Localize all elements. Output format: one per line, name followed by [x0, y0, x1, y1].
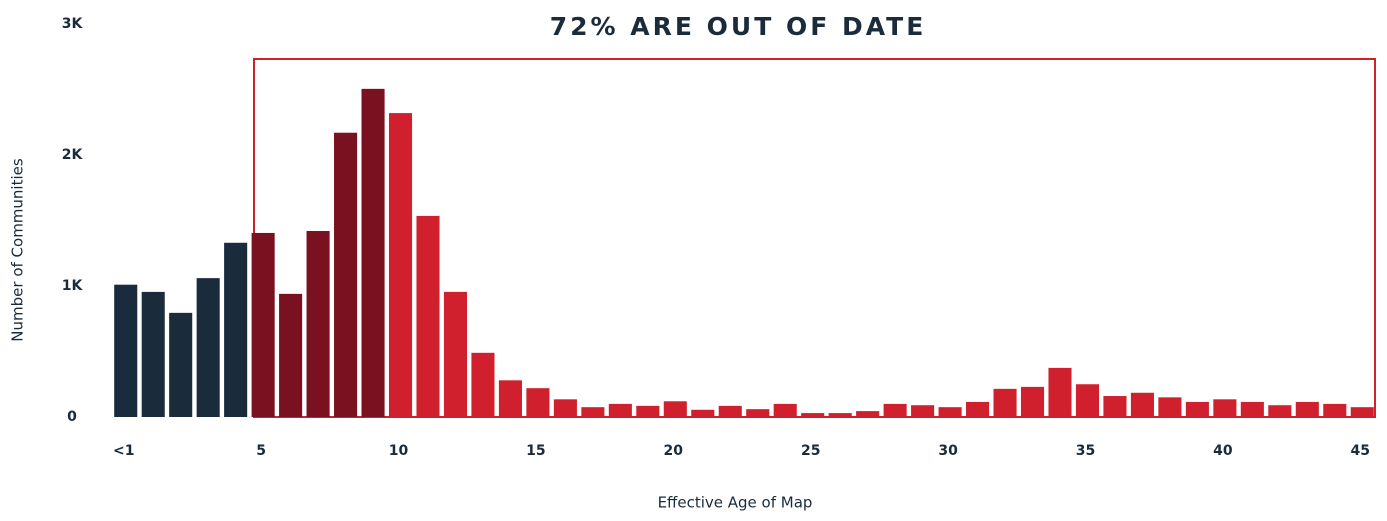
y-tick-label: 2K — [62, 147, 84, 163]
bar — [773, 403, 797, 417]
bar — [691, 409, 715, 417]
bar — [911, 405, 935, 417]
bar — [526, 388, 550, 417]
bar — [581, 407, 605, 417]
y-tick-label: 1K — [62, 278, 84, 294]
bar — [856, 411, 880, 417]
x-tick-label: 20 — [664, 443, 684, 459]
y-tick-label: 0 — [67, 409, 77, 425]
x-tick-label: 30 — [938, 443, 958, 459]
bar — [471, 352, 495, 417]
x-tick-label: 15 — [526, 443, 545, 459]
bar — [251, 232, 275, 417]
bar — [443, 291, 468, 417]
x-tick-label: <1 — [113, 443, 134, 459]
bar — [416, 215, 440, 417]
bar — [224, 242, 248, 417]
bar — [718, 405, 742, 417]
bar — [1350, 407, 1374, 417]
bar — [388, 113, 413, 417]
bar — [1268, 405, 1292, 417]
bar — [1323, 403, 1347, 417]
bar — [828, 413, 852, 417]
bar — [553, 399, 577, 417]
bar — [114, 284, 138, 417]
bar — [966, 401, 990, 417]
x-tick-label: 35 — [1076, 443, 1095, 459]
bar — [1185, 401, 1209, 417]
bar — [141, 291, 165, 417]
x-tick-label: 10 — [389, 443, 409, 459]
bar — [196, 278, 220, 417]
bar — [746, 409, 770, 417]
bar — [1213, 399, 1237, 417]
bar — [279, 293, 303, 417]
x-tick-label: 25 — [801, 443, 820, 459]
bar — [169, 312, 193, 417]
bar — [498, 380, 522, 417]
bar — [1295, 401, 1319, 417]
x-tick-label: 40 — [1213, 443, 1233, 459]
bar — [1158, 397, 1182, 417]
bar — [361, 88, 385, 417]
bar — [993, 388, 1017, 417]
x-axis-label: Effective Age of Map — [658, 494, 813, 512]
bar — [1130, 392, 1154, 417]
bar — [608, 403, 632, 417]
bar — [1240, 401, 1264, 417]
bar — [663, 401, 687, 417]
bar — [1048, 367, 1072, 417]
bar — [883, 403, 907, 417]
bar — [636, 405, 660, 417]
bar — [1075, 384, 1100, 417]
bar — [801, 413, 825, 417]
bar — [938, 407, 962, 417]
bar — [1103, 396, 1127, 417]
y-tick-label: 3K — [62, 16, 84, 32]
bar — [334, 132, 358, 418]
bar — [1020, 386, 1045, 417]
x-tick-label: 45 — [1351, 443, 1370, 459]
chart-title: 72% ARE OUT OF DATE — [550, 12, 927, 41]
bar — [306, 230, 330, 417]
y-axis-label: Number of Communities — [9, 158, 27, 342]
x-tick-label: 5 — [256, 443, 266, 459]
